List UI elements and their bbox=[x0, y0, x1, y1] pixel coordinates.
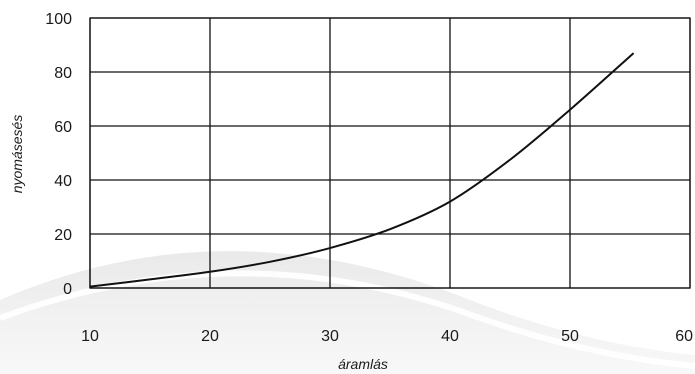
grid-lines bbox=[89, 17, 691, 289]
plot-frame bbox=[89, 17, 691, 289]
x-tick-label: 10 bbox=[81, 328, 99, 345]
x-tick-label: 50 bbox=[561, 328, 579, 345]
x-tick-label: 40 bbox=[441, 328, 459, 345]
y-tick-label: 20 bbox=[54, 227, 72, 244]
x-axis-label: áramlás bbox=[338, 356, 388, 372]
y-tick-label: 0 bbox=[63, 281, 72, 298]
y-tick-label: 100 bbox=[45, 11, 72, 28]
background-swoosh bbox=[0, 251, 695, 374]
y-tick-label: 60 bbox=[54, 119, 72, 136]
y-axis-ticks: 0 20 40 60 80 100 bbox=[45, 11, 72, 298]
y-tick-label: 80 bbox=[54, 65, 72, 82]
y-tick-label: 40 bbox=[54, 173, 72, 190]
x-tick-label: 30 bbox=[321, 328, 339, 345]
x-tick-label: 20 bbox=[201, 328, 219, 345]
series-line bbox=[89, 52, 635, 288]
x-tick-label: 60 bbox=[675, 328, 693, 345]
x-axis-ticks: 10 20 30 40 50 60 bbox=[81, 328, 693, 345]
y-axis-label: nyomásesés bbox=[9, 115, 25, 194]
